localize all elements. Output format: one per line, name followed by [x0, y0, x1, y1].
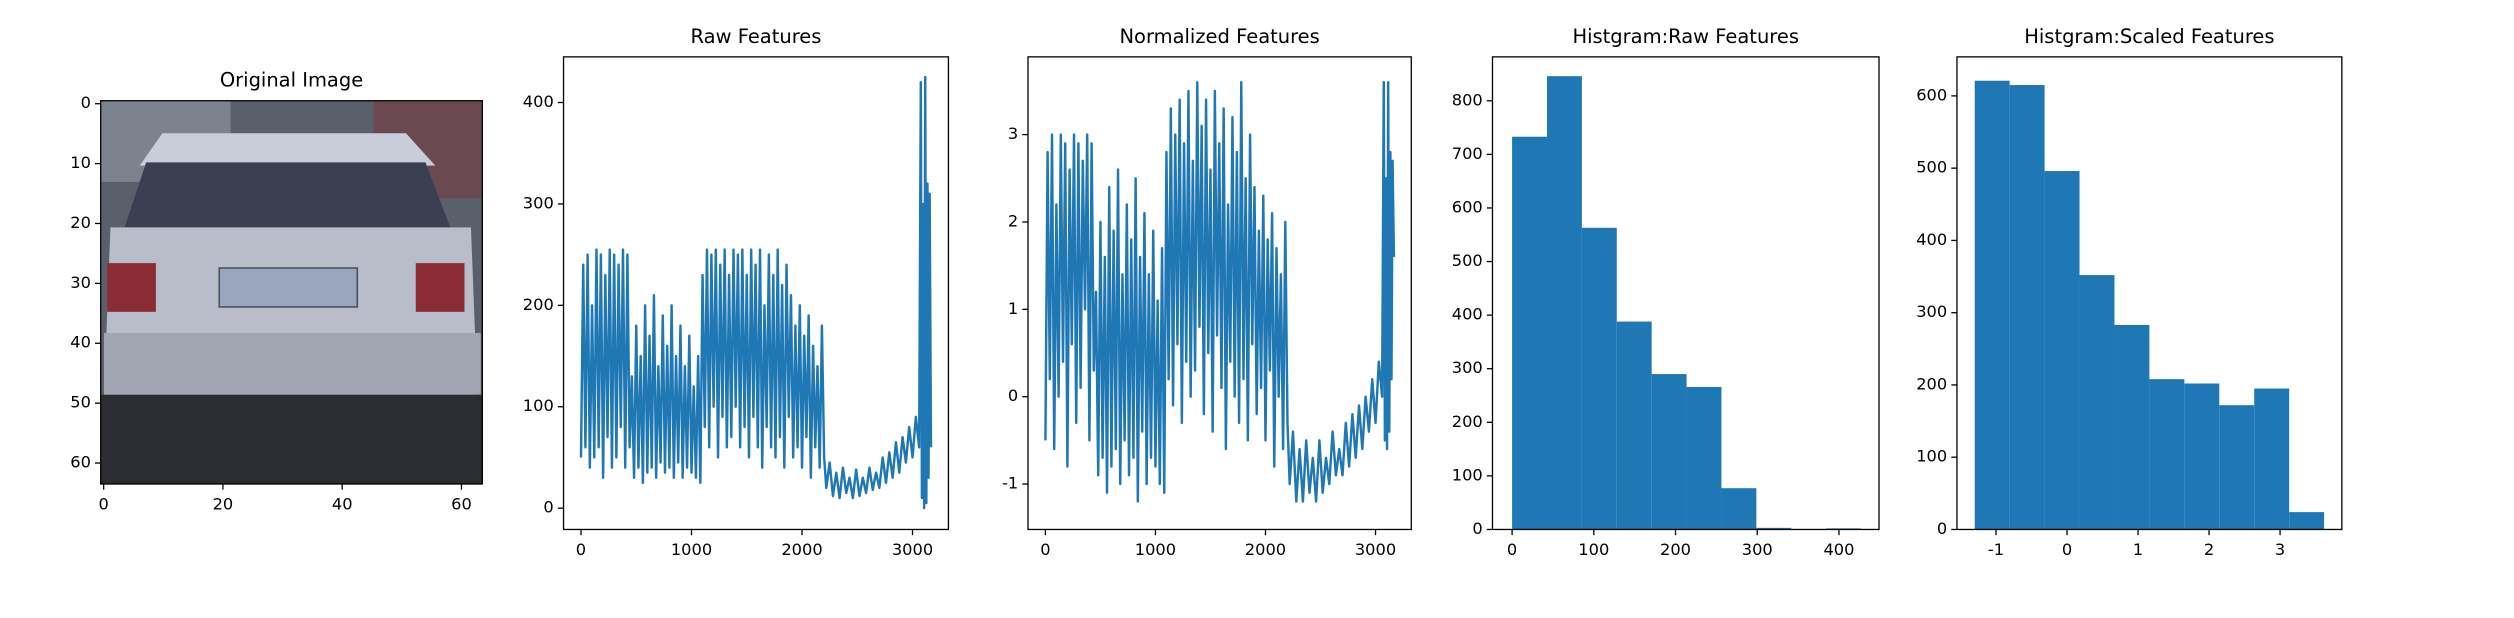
y-tick-label: -1: [1002, 474, 1018, 493]
chart-title: Histgram:Scaled Features: [2024, 25, 2274, 48]
x-tick-label: 0: [576, 540, 586, 559]
hist-bar: [1616, 321, 1652, 530]
x-tick-label: 0: [1040, 540, 1050, 559]
x-tick-label: 100: [1578, 540, 1609, 559]
y-tick-label: 500: [1452, 251, 1483, 270]
chart-title: Raw Features: [691, 25, 822, 48]
y-tick-label: 100: [1452, 465, 1483, 484]
y-tick-label: 400: [1916, 230, 1947, 249]
x-tick-label: 3000: [892, 540, 933, 559]
y-tick-label: 100: [523, 396, 554, 415]
x-tick-label: 2000: [1245, 540, 1286, 559]
x-tick-label: 1000: [671, 540, 712, 559]
x-tick-label: 2: [2204, 540, 2214, 559]
data-line: [1044, 80, 1396, 503]
hist-bar: [2254, 388, 2290, 530]
axes-frame: [1491, 56, 1880, 531]
x-tick-label: 3000: [1355, 540, 1396, 559]
car-bumper: [103, 332, 481, 395]
chart-title: Histgram:Raw Features: [1572, 25, 1799, 48]
hist-bar: [2184, 383, 2220, 530]
y-tick-label: 800: [1452, 90, 1483, 109]
car-plate: [218, 267, 359, 308]
x-tick-label: 1000: [1135, 540, 1176, 559]
y-tick-label: 300: [1452, 358, 1483, 377]
chart-title: Original Image: [220, 69, 363, 92]
axes-frame: [100, 100, 483, 485]
hist-bar: [1721, 488, 1757, 530]
hist-bar: [1581, 227, 1617, 530]
y-tick-label: 700: [1452, 144, 1483, 163]
x-tick-label: 0: [98, 495, 108, 514]
y-tick-label: 3: [1008, 124, 1018, 143]
car-light: [107, 263, 156, 312]
hist-bar: [2009, 85, 2045, 530]
axes-frame: [562, 56, 950, 531]
y-tick-label: 30: [70, 273, 91, 292]
data-line: [579, 75, 933, 510]
y-tick-label: 40: [70, 333, 91, 352]
hist-bar: [1651, 374, 1687, 530]
x-tick-label: 3: [2275, 540, 2285, 559]
hist-bar: [2114, 324, 2150, 530]
y-tick-label: 2: [1008, 211, 1018, 230]
car-roof: [139, 133, 436, 166]
axes-frame: [1027, 56, 1412, 531]
x-tick-label: 40: [332, 495, 353, 514]
hist-bar: [1686, 386, 1722, 530]
y-tick-label: 300: [523, 193, 554, 212]
hist-bar: [1546, 76, 1582, 530]
x-tick-label: 0: [2062, 540, 2072, 559]
hist-bar: [2149, 379, 2185, 530]
y-tick-label: 1: [1008, 299, 1018, 318]
x-tick-label: 0: [1507, 540, 1517, 559]
hist-bar: [1974, 80, 2010, 530]
axes-frame: [1956, 56, 2343, 531]
x-tick-label: 300: [1742, 540, 1773, 559]
x-tick-label: 60: [451, 495, 472, 514]
x-tick-label: 400: [1823, 540, 1854, 559]
hist-bar: [2289, 512, 2325, 530]
car-shadow: [100, 394, 483, 484]
chart-title: Normalized Features: [1119, 25, 1319, 48]
y-tick-label: 200: [523, 295, 554, 314]
hist-bar: [2044, 171, 2080, 530]
hist-bar: [1512, 136, 1547, 530]
x-tick-label: 2000: [781, 540, 822, 559]
x-tick-label: 20: [213, 495, 234, 514]
y-tick-label: 300: [1916, 302, 1947, 321]
y-tick-label: 200: [1452, 412, 1483, 431]
x-tick-label: 1: [2133, 540, 2143, 559]
y-tick-label: 0: [81, 93, 91, 112]
y-tick-label: 0: [1008, 386, 1018, 405]
x-tick-label: -1: [1988, 540, 2004, 559]
x-tick-label: 200: [1660, 540, 1691, 559]
y-tick-label: 60: [70, 453, 91, 472]
y-tick-label: 0: [1937, 519, 1947, 538]
y-tick-label: 600: [1452, 197, 1483, 216]
car-window: [123, 162, 452, 231]
car-light: [415, 263, 465, 312]
y-tick-label: 50: [70, 393, 91, 412]
y-tick-label: 10: [70, 153, 91, 172]
y-tick-label: 0: [543, 498, 553, 517]
y-tick-label: 0: [1472, 519, 1482, 538]
y-tick-label: 200: [1916, 374, 1947, 393]
y-tick-label: 400: [1452, 305, 1483, 324]
y-tick-label: 600: [1916, 85, 1947, 104]
y-tick-label: 20: [70, 213, 91, 232]
hist-bar: [1756, 527, 1792, 530]
y-tick-label: 500: [1916, 158, 1947, 177]
hist-bar: [2079, 275, 2115, 530]
hist-bar: [2219, 405, 2255, 530]
car-image: [100, 100, 483, 484]
y-tick-label: 400: [523, 92, 554, 111]
y-tick-label: 100: [1916, 447, 1947, 466]
